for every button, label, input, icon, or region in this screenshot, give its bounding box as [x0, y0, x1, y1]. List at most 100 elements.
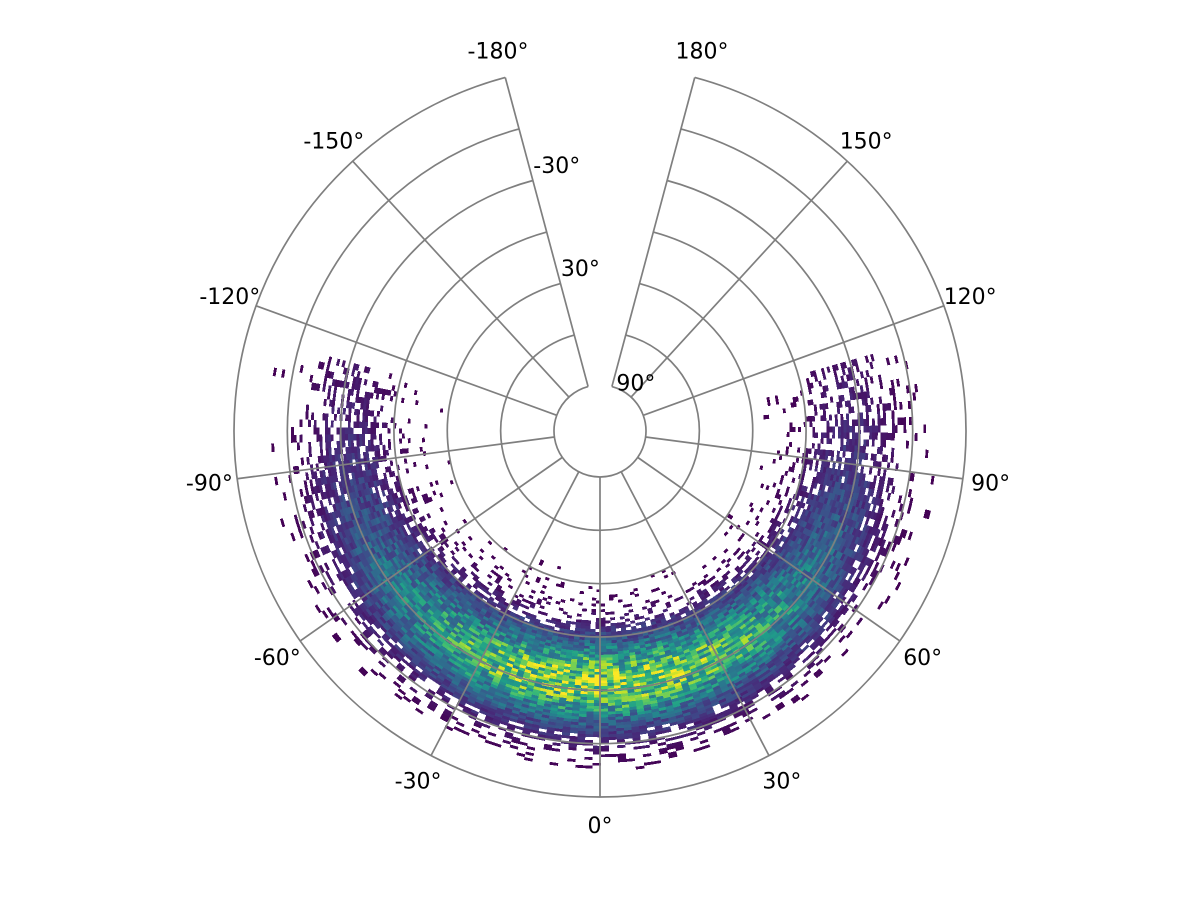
heatmap-cell [818, 573, 825, 581]
heatmap-cell [347, 575, 354, 584]
heatmap-cell [327, 469, 332, 477]
heatmap-cell [544, 668, 552, 673]
heatmap-cell [629, 591, 635, 596]
heatmap-cell [777, 690, 786, 697]
heatmap-cell [444, 608, 451, 615]
heatmap-cell [378, 479, 383, 486]
heatmap-cell [700, 656, 708, 662]
heatmap-cell [609, 597, 614, 601]
heatmap-cell [669, 611, 675, 617]
heatmap-cell [364, 391, 369, 398]
heatmap-cell [535, 678, 543, 683]
heatmap-cell [364, 521, 370, 529]
heatmap-cell [554, 728, 563, 733]
heatmap-cell [319, 499, 324, 508]
heatmap-cell [408, 534, 414, 541]
heatmap-cell [409, 590, 417, 598]
heatmap-cell [751, 591, 758, 598]
heatmap-cell [854, 492, 859, 500]
heatmap-cell [416, 630, 424, 637]
heatmap-cell [822, 385, 826, 392]
heatmap-cell [759, 664, 768, 671]
heatmap-cell [560, 622, 566, 627]
heatmap-cell [540, 687, 548, 692]
heatmap-cell [565, 620, 572, 625]
heatmap-cell [600, 700, 608, 704]
heatmap-cell [756, 587, 763, 594]
heatmap-cell [799, 526, 805, 533]
heatmap-cell [468, 650, 476, 657]
heatmap-cell [728, 618, 735, 624]
heatmap-cell [696, 704, 705, 710]
heatmap-cell [446, 660, 454, 667]
heatmap-cell [290, 434, 294, 443]
heatmap-cell [814, 410, 818, 416]
heatmap-cell [645, 645, 652, 650]
heatmap-cell [414, 643, 422, 650]
heatmap-cell [608, 722, 616, 726]
heatmap-cell [705, 654, 713, 660]
heatmap-cell [708, 714, 717, 721]
heatmap-cell [668, 686, 676, 692]
heatmap-cell [377, 608, 384, 617]
heatmap-cell [745, 611, 753, 618]
heatmap-cell [682, 664, 690, 670]
heatmap-cell [541, 679, 549, 684]
heatmap-cell [539, 725, 548, 730]
heatmap-cell [678, 695, 686, 701]
heatmap-cell [682, 646, 689, 651]
heatmap-cell [771, 556, 778, 563]
heatmap-cell [695, 646, 703, 652]
heatmap-cell [863, 502, 869, 510]
heatmap-cell [536, 675, 544, 680]
heatmap-cell [622, 707, 630, 711]
heatmap-cell [860, 480, 865, 488]
heatmap-cell [622, 715, 631, 720]
heatmap-cell [411, 658, 419, 666]
heatmap-cell [510, 715, 519, 720]
heatmap-cell [561, 680, 569, 685]
heatmap-cell [540, 658, 547, 663]
heatmap-cell [755, 520, 760, 527]
heatmap-cell [443, 520, 448, 526]
heatmap-cell [346, 585, 353, 594]
heatmap-cell [665, 601, 671, 606]
heatmap-cell [411, 545, 418, 552]
heatmap-cell [325, 544, 331, 553]
heatmap-cell [632, 731, 641, 736]
heatmap-cell [413, 390, 418, 396]
heatmap-cell [782, 596, 790, 603]
heatmap-cell [348, 486, 353, 493]
heatmap-cell [642, 661, 650, 666]
heatmap-cell [550, 620, 556, 625]
heatmap-cell [746, 686, 755, 693]
heatmap-cell [780, 666, 789, 674]
heatmap-cell [451, 629, 459, 636]
heatmap-cell [455, 672, 464, 679]
heatmap-cell [391, 385, 396, 391]
heatmap-cell [357, 510, 363, 518]
heatmap-cell [461, 546, 468, 552]
heatmap-cell [319, 434, 323, 442]
heatmap-cell [825, 449, 829, 456]
heatmap-cell [703, 590, 709, 596]
heatmap-cell [431, 558, 437, 565]
heatmap-cell [868, 577, 875, 586]
heatmap-cell [370, 547, 376, 555]
heatmap-cell [648, 633, 655, 638]
heatmap-cell [613, 679, 621, 683]
heatmap-cell [650, 600, 656, 605]
heatmap-cell [650, 668, 658, 673]
heatmap-cell [326, 607, 334, 616]
heatmap-cell [405, 594, 412, 601]
heatmap-cell [638, 636, 644, 640]
heatmap-cell [660, 683, 668, 688]
heatmap-cell [611, 642, 618, 646]
heatmap-cell [717, 584, 723, 590]
heatmap-cell [458, 609, 466, 616]
heatmap-cell [367, 527, 373, 535]
heatmap-cell [570, 621, 576, 625]
heatmap-cell [777, 567, 784, 574]
heatmap-cell [392, 596, 399, 604]
heatmap-cell [840, 444, 844, 452]
